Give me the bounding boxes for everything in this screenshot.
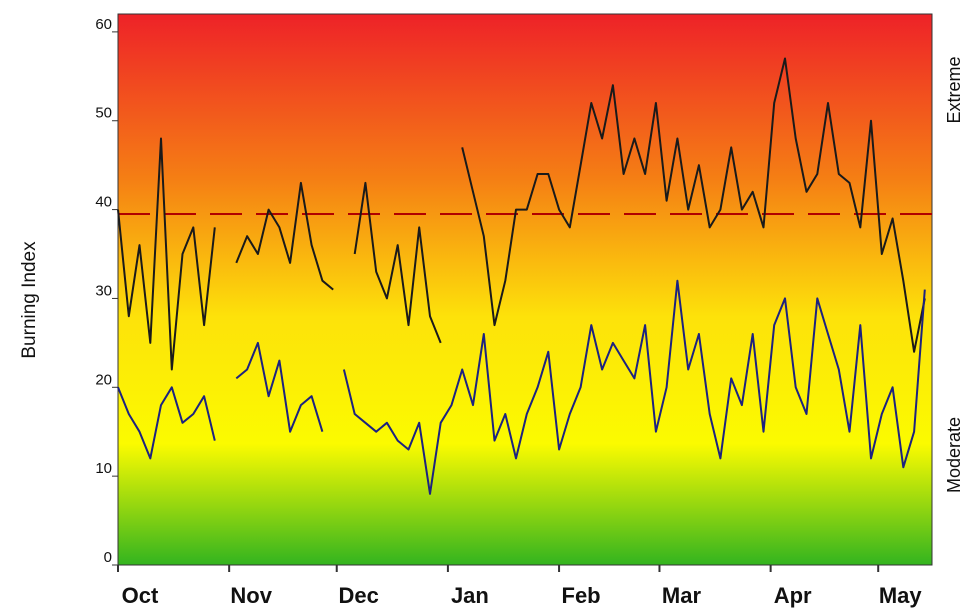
x-tick-label: Dec	[339, 583, 379, 608]
x-tick-label: Apr	[774, 583, 812, 608]
x-tick-label: May	[879, 583, 923, 608]
plot-background	[117, 13, 933, 566]
y-tick-label: 0	[104, 549, 112, 566]
y-tick-label: 50	[95, 105, 112, 122]
y-tick-label: 20	[95, 371, 112, 388]
y-tick-label: 10	[95, 460, 112, 477]
x-tick-label: Oct	[122, 583, 159, 608]
x-tick-label: Mar	[662, 583, 702, 608]
zone-label: Extreme	[944, 56, 964, 123]
y-tick-label: 60	[95, 16, 112, 33]
y-tick-label: 40	[95, 194, 112, 211]
y-tick-label: 30	[95, 282, 112, 299]
x-tick-label: Nov	[230, 583, 272, 608]
zone-label: Moderate	[944, 417, 964, 493]
data-line	[117, 57, 926, 371]
x-tick-label: Feb	[562, 583, 601, 608]
y-axis-label: Burning Index	[19, 241, 40, 359]
data-line	[117, 279, 926, 495]
x-tick-label: Jan	[451, 583, 489, 608]
